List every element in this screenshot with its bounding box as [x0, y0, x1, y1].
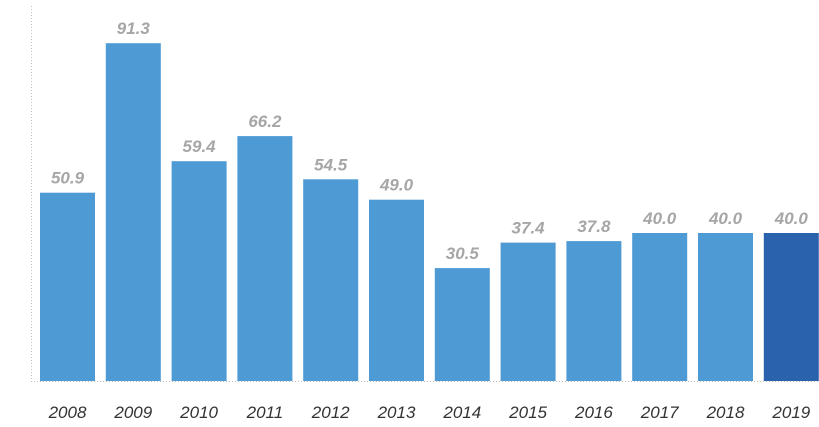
x-tick-label-2012: 2012: [311, 403, 350, 422]
x-tick-label-2017: 2017: [640, 403, 679, 422]
x-tick-label-2010: 2010: [179, 403, 218, 422]
bar-2014: [434, 268, 490, 381]
bar-2008: [40, 192, 95, 381]
bar-2016: [566, 241, 622, 381]
bar-2018: [698, 233, 753, 381]
bar-2013: [369, 199, 424, 381]
bars-group: [40, 43, 819, 381]
bar-2009: [105, 43, 161, 381]
value-label-2014: 30.5: [446, 244, 480, 263]
value-label-2015: 37.4: [512, 219, 546, 238]
x-tick-label-2009: 2009: [113, 403, 152, 422]
x-tick-label-2019: 2019: [771, 403, 810, 422]
x-tick-label-2014: 2014: [442, 403, 481, 422]
bar-2019: [763, 233, 819, 381]
x-tick-label-2018: 2018: [706, 403, 745, 422]
bar-2010: [171, 161, 227, 381]
value-label-2008: 50.9: [51, 169, 85, 188]
bar-2015: [500, 242, 556, 381]
x-tick-label-2015: 2015: [508, 403, 547, 422]
x-tick-label-2008: 2008: [48, 403, 87, 422]
value-label-2016: 37.8: [577, 217, 611, 236]
bar-2017: [632, 233, 688, 381]
x-tick-labels-group: 2008 2009 2010 2011 2012 2013 2014 2015 2016 2017…: [48, 403, 811, 422]
value-label-2018: 40.0: [708, 209, 743, 228]
bar-2012: [303, 179, 359, 381]
value-label-2010: 59.4: [183, 137, 217, 156]
x-tick-label-2016: 2016: [574, 403, 613, 422]
value-label-2019: 40.0: [774, 209, 809, 228]
x-tick-label-2013: 2013: [377, 403, 416, 422]
value-labels-group: 50.9 91.3 59.4 66.2 54.5 49.0 30.5 37.4 37.8 40.0…: [51, 19, 808, 263]
value-label-2009: 91.3: [117, 19, 151, 38]
value-label-2013: 49.0: [379, 176, 414, 195]
bar-2011: [237, 136, 293, 381]
value-label-2011: 66.2: [248, 112, 282, 131]
value-label-2012: 54.5: [314, 155, 348, 174]
x-tick-label-2011: 2011: [246, 403, 284, 422]
value-label-2017: 40.0: [642, 209, 677, 228]
